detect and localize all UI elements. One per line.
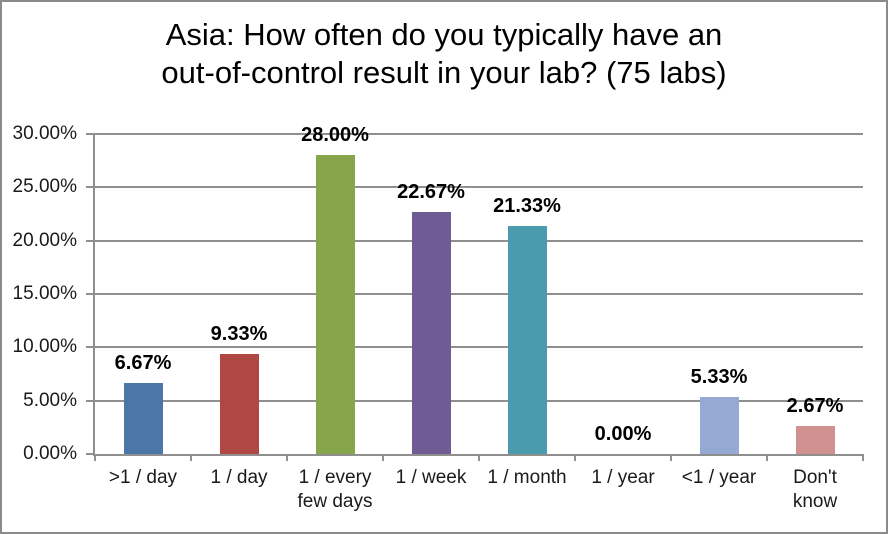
x-axis-tick	[670, 454, 672, 461]
y-axis-tick	[86, 239, 95, 242]
y-axis-tick	[86, 346, 95, 349]
x-axis-tick	[94, 454, 96, 461]
category-label: 1 / year	[591, 467, 655, 488]
gridline	[95, 133, 863, 135]
gridline	[95, 239, 863, 242]
y-axis-tick-label: 5.00%	[23, 389, 77, 411]
x-axis-tick	[382, 454, 384, 461]
x-axis-tick	[190, 454, 192, 461]
bar	[795, 425, 835, 454]
y-axis-tick-label: 30.00%	[12, 123, 77, 144]
bar-value-label: 28.00%	[301, 124, 369, 147]
y-axis-tick-label: 20.00%	[12, 229, 77, 251]
gridline	[95, 293, 863, 295]
bar-value-label: 2.67%	[786, 394, 844, 417]
y-axis-tick-label: 15.00%	[12, 283, 77, 304]
bar-value-label: 21.33%	[493, 195, 561, 218]
category-label: <1 / year	[681, 467, 757, 488]
y-axis-tick	[86, 133, 95, 135]
y-axis-tick	[86, 399, 95, 402]
bar	[411, 212, 451, 454]
bar-value-label: 0.00%	[594, 423, 652, 445]
bar-value-label: 9.33%	[210, 323, 268, 346]
x-axis-tick	[766, 454, 768, 461]
bar	[123, 382, 163, 454]
gridline	[95, 346, 863, 349]
y-axis-tick-label: 10.00%	[12, 336, 77, 358]
gridline	[95, 186, 863, 189]
bar	[699, 397, 739, 454]
x-axis-tick	[574, 454, 576, 461]
chart-title: Asia: How often do you typically have an…	[161, 17, 727, 90]
bar-value-label: 6.67%	[114, 351, 172, 374]
y-axis-tick	[86, 186, 95, 189]
x-axis-tick	[862, 454, 864, 461]
bar-value-label: 22.67%	[397, 181, 465, 204]
category-label: 1 / month	[487, 467, 567, 488]
x-axis-line	[93, 454, 863, 456]
category-label: Don't know	[792, 467, 838, 512]
category-label: >1 / day	[108, 467, 178, 488]
category-label: 1 / week	[395, 467, 467, 488]
category-label: 1 / every few days	[297, 467, 373, 512]
y-axis-tick-label: 25.00%	[12, 176, 77, 198]
y-axis-tick	[86, 293, 95, 295]
y-axis-line	[93, 134, 95, 456]
x-axis-tick	[478, 454, 480, 461]
bar-value-label: 5.33%	[690, 366, 748, 389]
y-axis-tick-label: 0.00%	[23, 443, 77, 464]
category-label: 1 / day	[210, 467, 268, 488]
x-axis-tick	[286, 454, 288, 461]
bar	[315, 155, 355, 454]
plot-area: 0.00% 5.00% 10.00% 15.00% 20.00% 25.00% 30.00%…	[13, 123, 864, 512]
gridline	[95, 399, 863, 402]
y-axis-tick	[86, 453, 95, 455]
bar	[219, 354, 259, 454]
bar	[507, 226, 547, 454]
